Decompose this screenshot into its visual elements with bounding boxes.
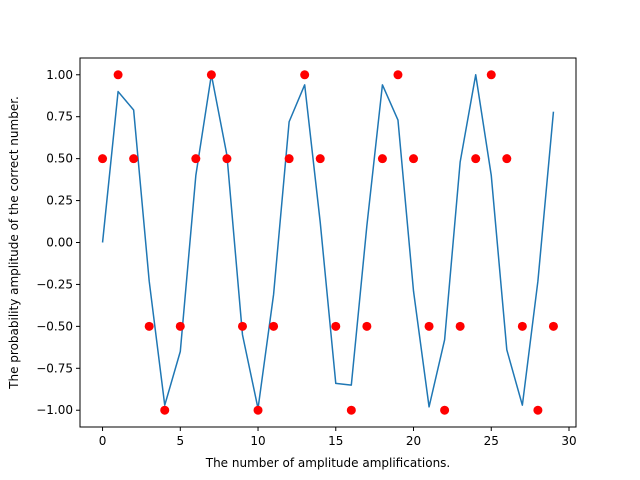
scatter-point — [300, 70, 310, 80]
scatter-point — [471, 154, 481, 164]
y-tick-label: 0.75 — [46, 110, 73, 124]
scatter-point — [144, 321, 154, 331]
axis-ticks: 0 5 10 15 20 25 30 1.00 0.75 0.50 0.25 0.00 −0.25 −0.… — [36, 68, 576, 448]
scatter-point — [160, 405, 170, 415]
x-tick-label: 25 — [484, 434, 499, 448]
y-tick-label: 0.25 — [46, 194, 73, 208]
scatter-point — [113, 70, 123, 80]
y-tick-label: 0.00 — [46, 236, 73, 250]
scatter-point — [409, 154, 419, 164]
y-tick-label: −0.50 — [36, 319, 73, 333]
scatter-point — [315, 154, 325, 164]
x-tick-label: 0 — [99, 434, 107, 448]
scatter-point — [331, 321, 341, 331]
scatter-point — [548, 321, 558, 331]
x-tick-label: 10 — [250, 434, 265, 448]
x-tick-label: 20 — [406, 434, 421, 448]
y-tick-label: −0.75 — [36, 361, 73, 375]
y-tick-label: 0.50 — [46, 152, 73, 166]
scatter-point — [346, 405, 356, 415]
y-tick-label: 1.00 — [46, 68, 73, 82]
scatter-point — [206, 70, 216, 80]
scatter-point — [362, 321, 372, 331]
scatter-point — [440, 405, 450, 415]
scatter-point — [98, 154, 108, 164]
x-tick-label: 30 — [561, 434, 576, 448]
scatter-point — [502, 154, 512, 164]
scatter-point — [191, 154, 201, 164]
scatter-point — [129, 154, 139, 164]
plot-area — [98, 70, 558, 415]
scatter-point — [253, 405, 263, 415]
scatter-point — [455, 321, 465, 331]
scatter-point — [533, 405, 543, 415]
scatter-point — [393, 70, 403, 80]
axes-frame — [79, 57, 577, 428]
scatter-point — [222, 154, 232, 164]
scatter-point — [284, 154, 294, 164]
x-tick-label: 15 — [328, 434, 343, 448]
scatter-point — [486, 70, 496, 80]
scatter-point — [517, 321, 527, 331]
scatter-point — [269, 321, 279, 331]
scatter-point — [424, 321, 434, 331]
x-axis-label: The number of amplitude amplifications. — [205, 456, 451, 470]
scatter-point — [237, 321, 247, 331]
x-tick-label: 5 — [176, 434, 184, 448]
y-tick-label: −0.25 — [36, 277, 73, 291]
scatter-point — [175, 321, 185, 331]
y-tick-label: −1.00 — [36, 403, 73, 417]
series-line — [101, 74, 555, 410]
y-axis-label: The probability amplitude of the correct… — [7, 96, 21, 390]
scatter-point — [377, 154, 387, 164]
